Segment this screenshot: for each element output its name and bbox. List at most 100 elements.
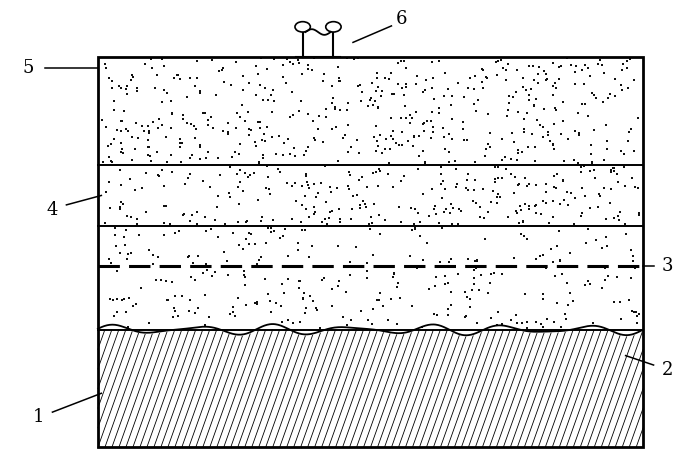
- Point: [126, 76, 137, 83]
- Point: [619, 150, 630, 158]
- Point: [464, 304, 475, 311]
- Point: [543, 219, 554, 227]
- Point: [382, 316, 393, 324]
- Point: [290, 198, 301, 205]
- Point: [387, 183, 398, 191]
- Point: [633, 310, 644, 318]
- Point: [136, 284, 147, 292]
- Point: [361, 183, 373, 191]
- Point: [245, 230, 257, 238]
- Point: [461, 137, 473, 144]
- Point: [396, 114, 407, 121]
- Point: [251, 260, 262, 268]
- Point: [144, 130, 155, 137]
- Point: [503, 92, 514, 100]
- Point: [443, 158, 454, 166]
- Point: [626, 307, 637, 315]
- Point: [524, 91, 535, 98]
- Point: [231, 109, 243, 117]
- Point: [586, 158, 598, 166]
- Point: [300, 172, 311, 180]
- Text: 2: 2: [662, 361, 673, 379]
- Point: [255, 218, 266, 225]
- Point: [108, 107, 120, 114]
- Point: [489, 269, 500, 276]
- Point: [449, 158, 460, 165]
- Point: [169, 308, 180, 315]
- Point: [491, 71, 503, 79]
- Point: [521, 236, 532, 243]
- Point: [470, 176, 481, 184]
- Point: [298, 289, 310, 297]
- Point: [260, 137, 271, 145]
- Point: [136, 185, 147, 192]
- Point: [350, 244, 361, 251]
- Point: [433, 105, 445, 112]
- Point: [286, 88, 297, 96]
- Point: [325, 208, 336, 215]
- Point: [157, 56, 168, 63]
- Point: [145, 152, 156, 160]
- Point: [234, 167, 245, 174]
- Point: [232, 294, 243, 302]
- Point: [460, 314, 471, 321]
- Point: [238, 245, 249, 252]
- Point: [559, 157, 570, 164]
- Point: [542, 129, 554, 136]
- Point: [143, 127, 154, 134]
- Point: [585, 72, 596, 80]
- Point: [446, 220, 457, 228]
- Point: [551, 171, 562, 178]
- Point: [372, 182, 383, 190]
- Point: [320, 199, 331, 206]
- Point: [362, 102, 373, 109]
- Point: [115, 128, 127, 135]
- Point: [426, 134, 437, 142]
- Point: [375, 290, 386, 297]
- Point: [544, 138, 555, 145]
- Point: [584, 280, 596, 287]
- Point: [108, 296, 119, 304]
- Point: [447, 135, 458, 143]
- Point: [192, 252, 203, 260]
- Point: [374, 165, 385, 172]
- Point: [459, 289, 470, 296]
- Point: [147, 251, 159, 259]
- Point: [457, 118, 468, 126]
- Point: [120, 126, 131, 133]
- Point: [345, 215, 356, 223]
- Point: [166, 110, 178, 118]
- Point: [334, 77, 345, 85]
- Point: [581, 239, 592, 246]
- Point: [576, 212, 587, 220]
- Point: [130, 300, 141, 308]
- Point: [320, 105, 331, 113]
- Point: [445, 301, 456, 309]
- Point: [310, 305, 322, 312]
- Point: [194, 141, 206, 149]
- Point: [122, 255, 133, 263]
- Point: [612, 171, 623, 178]
- Point: [210, 268, 221, 276]
- Point: [547, 82, 559, 90]
- Point: [517, 219, 528, 226]
- Point: [597, 284, 608, 292]
- Point: [115, 203, 126, 211]
- Point: [268, 55, 280, 63]
- Point: [624, 297, 635, 304]
- Point: [287, 112, 298, 119]
- Point: [122, 250, 134, 258]
- Point: [594, 190, 605, 197]
- Point: [406, 204, 417, 212]
- Point: [521, 324, 533, 332]
- Point: [398, 173, 410, 180]
- Point: [215, 171, 226, 179]
- Point: [201, 260, 212, 268]
- Point: [117, 297, 128, 304]
- Text: 6: 6: [396, 10, 408, 28]
- Point: [254, 158, 265, 165]
- Point: [453, 220, 464, 228]
- Point: [219, 78, 230, 86]
- Point: [428, 310, 440, 318]
- Point: [183, 308, 194, 315]
